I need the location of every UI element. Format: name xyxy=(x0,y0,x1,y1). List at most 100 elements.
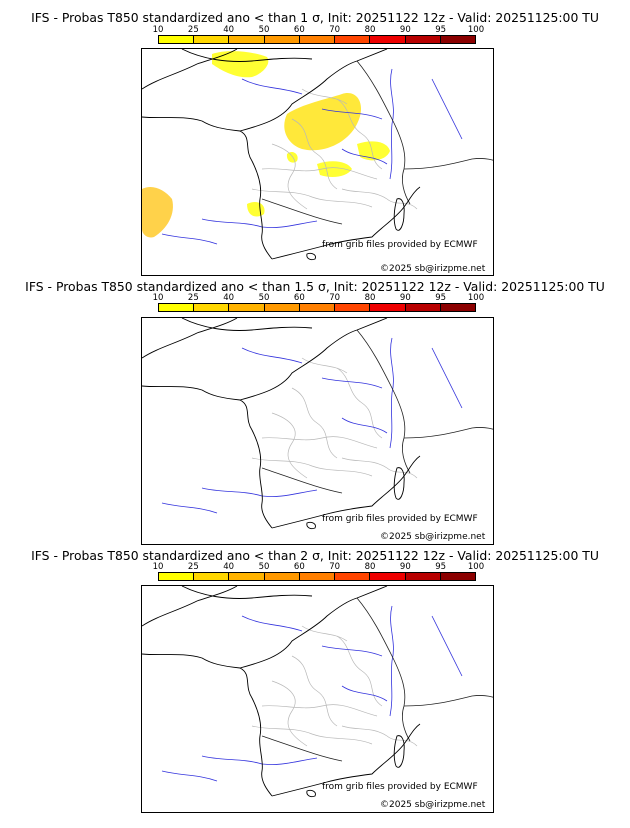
river xyxy=(161,233,218,245)
river xyxy=(341,685,388,702)
panel-title: IFS - Probas T850 standardized ano < tha… xyxy=(31,10,599,25)
colorbar-segment xyxy=(440,36,475,43)
colorbar-segment xyxy=(194,573,230,580)
colorbar-segment xyxy=(335,36,371,43)
admin-boundary xyxy=(261,704,378,717)
island xyxy=(393,198,405,231)
colorbar-tick-label: 80 xyxy=(364,293,376,303)
colorbar-ticks: 10 25 40 50 60 70 80 90 95 100 xyxy=(153,562,485,572)
admin-boundary xyxy=(301,357,348,374)
probability-area xyxy=(286,151,298,163)
river xyxy=(341,417,388,434)
river xyxy=(389,68,394,180)
colorbar-tick-label: 40 xyxy=(223,25,235,35)
admin-boundary xyxy=(301,625,348,642)
colorbar-tick-label: 90 xyxy=(399,562,411,572)
river xyxy=(241,347,303,364)
river xyxy=(241,78,303,95)
map-svg xyxy=(142,49,493,261)
admin-boundary xyxy=(261,436,378,449)
colorbar-segment xyxy=(194,36,230,43)
admin-boundary xyxy=(301,88,348,105)
colorbar-segment xyxy=(440,304,475,311)
colorbar-tick-label: 80 xyxy=(364,562,376,572)
source-credit: from grib files provided by ECMWF xyxy=(322,514,478,524)
admin-boundary xyxy=(291,387,338,459)
river xyxy=(201,755,318,765)
island xyxy=(306,252,316,261)
country-border xyxy=(403,427,493,439)
colorbar xyxy=(158,572,476,581)
admin-boundary xyxy=(271,143,308,210)
coastline xyxy=(142,49,238,90)
coastline xyxy=(142,318,238,359)
colorbar-tick-label: 60 xyxy=(293,293,305,303)
colorbar-segment xyxy=(159,573,195,580)
probability-area xyxy=(212,51,269,78)
coastline xyxy=(142,385,273,529)
river xyxy=(201,218,318,228)
admin-boundary xyxy=(291,655,338,727)
admin-boundary xyxy=(251,457,373,477)
probability-map: from grib files provided by ECMWF ©2025 … xyxy=(141,585,494,813)
colorbar-tick-label: 70 xyxy=(329,293,341,303)
country-border xyxy=(403,695,493,707)
map-svg xyxy=(142,586,493,798)
river xyxy=(431,615,463,677)
map-svg xyxy=(142,318,493,530)
colorbar-segment xyxy=(405,573,441,580)
colorbar-tick-label: 40 xyxy=(223,293,235,303)
colorbar-tick-label: 50 xyxy=(258,562,270,572)
probability-area xyxy=(357,141,390,161)
colorbar-segment xyxy=(159,304,195,311)
coastline xyxy=(271,186,421,260)
probability-area xyxy=(142,187,173,238)
colorbar-segment xyxy=(299,36,336,43)
admin-boundary xyxy=(341,457,418,479)
river xyxy=(161,770,218,782)
colorbar-segment xyxy=(370,573,406,580)
coastline xyxy=(271,723,421,797)
river xyxy=(161,502,218,514)
colorbar-tick-label: 70 xyxy=(329,25,341,35)
admin-boundary xyxy=(251,725,373,745)
colorbar-segment xyxy=(229,36,265,43)
colorbar-tick-label: 60 xyxy=(293,562,305,572)
colorbar-segment xyxy=(264,36,300,43)
colorbar xyxy=(158,303,476,312)
colorbar-segment xyxy=(264,304,300,311)
probability-map: from grib files provided by ECMWF ©2025 … xyxy=(141,317,494,545)
coastline xyxy=(142,586,238,627)
country-border xyxy=(403,158,493,170)
coastline xyxy=(142,116,273,260)
river xyxy=(201,487,318,497)
admin-boundary xyxy=(291,118,338,190)
admin-boundary xyxy=(336,635,383,707)
copyright-credit: ©2025 sb@irizpme.net xyxy=(380,264,486,274)
copyright-credit: ©2025 sb@irizpme.net xyxy=(380,532,486,542)
probability-area xyxy=(247,202,265,217)
probability-area xyxy=(284,93,362,151)
river xyxy=(321,108,383,120)
colorbar xyxy=(158,35,476,44)
colorbar-segment xyxy=(370,36,406,43)
coastline xyxy=(181,586,313,599)
colorbar-tick-label: 10 xyxy=(152,293,164,303)
colorbar-segment xyxy=(335,573,371,580)
river xyxy=(389,605,394,717)
colorbar-segment xyxy=(440,573,475,580)
colorbar-segment xyxy=(229,573,265,580)
colorbar-tick-label: 40 xyxy=(223,562,235,572)
colorbar-segment xyxy=(405,304,441,311)
colorbar-tick-label: 70 xyxy=(329,562,341,572)
admin-boundary xyxy=(261,167,378,180)
admin-boundary xyxy=(271,680,308,747)
admin-boundary xyxy=(336,367,383,439)
river xyxy=(321,377,383,389)
colorbar-ticks: 10 25 40 50 60 70 80 90 95 100 xyxy=(153,25,485,35)
island xyxy=(306,789,316,798)
source-credit: from grib files provided by ECMWF xyxy=(322,240,478,250)
river xyxy=(241,615,303,632)
colorbar-tick-label: 50 xyxy=(258,293,270,303)
admin-boundary xyxy=(341,725,418,747)
